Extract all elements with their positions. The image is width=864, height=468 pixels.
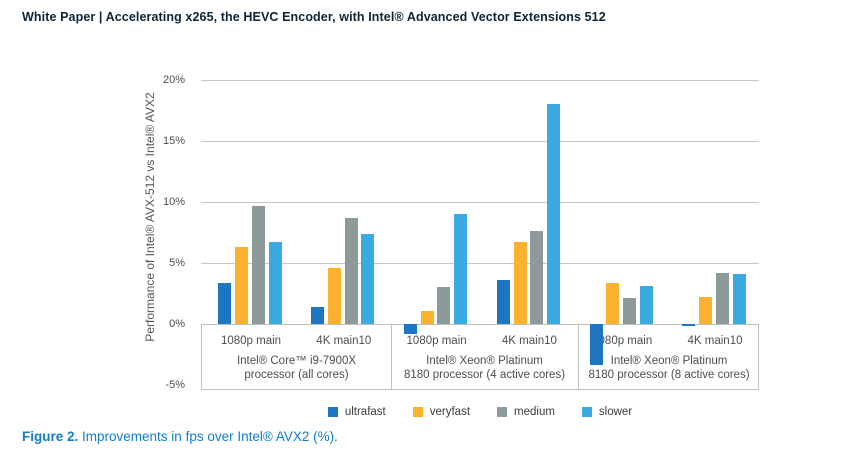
chart-legend: ultrafast veryfast medium slower	[201, 406, 759, 418]
plot-area: 1080p main 4K main10 1080p main 4K main10 10…	[201, 75, 759, 390]
bar-slower	[639, 286, 653, 324]
bar-ultrafast	[311, 306, 325, 324]
y-tick--5%: -5%	[165, 378, 185, 391]
processor-label: Intel® Xeon® Platinum 8180 processor (8 a…	[588, 355, 749, 382]
legend-swatch-medium	[497, 407, 508, 417]
bar-ultrafast	[404, 324, 418, 334]
y-tick-15%: 15%	[162, 134, 185, 147]
legend-item-medium: medium	[497, 406, 555, 418]
bar-veryfast	[420, 310, 434, 324]
legend-item-ultrafast: ultrafast	[327, 406, 386, 418]
processor-label: Intel® Xeon® Platinum 8180 processor (4 a…	[404, 355, 565, 382]
bar-slower	[361, 233, 375, 324]
gridline-10%	[201, 202, 759, 203]
y-axis-tick-labels: 20% 15% 10% 5% 0% -5%	[148, 73, 193, 391]
processor-label-line: 8180 processor (4 active cores)	[403, 368, 566, 381]
y-tick-0%: 0%	[169, 317, 185, 330]
y-tick-5%: 5%	[169, 256, 185, 269]
section-divider-2	[578, 325, 579, 389]
bar-ultrafast	[589, 324, 603, 366]
bar-veryfast	[513, 242, 527, 324]
bar-veryfast	[235, 247, 249, 324]
legend-label-ultrafast: ultrafast	[344, 406, 386, 418]
processor-label-line: Intel® Xeon® Platinum	[610, 355, 728, 367]
gridline-5%	[201, 263, 759, 264]
bar-medium	[530, 231, 544, 324]
bar-ultrafast	[496, 280, 510, 324]
figure-caption-label: Figure 2.	[22, 429, 79, 444]
processor-label-line: Intel® Core™ i9-7900X	[236, 355, 357, 367]
category-label: 4K main10	[501, 335, 557, 347]
category-label: 4K main10	[316, 335, 372, 347]
legend-swatch-veryfast	[412, 407, 423, 417]
figure-caption-text: Improvements in fps over Intel® AVX2 (%)…	[82, 429, 338, 444]
bar-medium	[623, 298, 637, 324]
legend-item-veryfast: veryfast	[412, 406, 471, 418]
document-header-title: White Paper | Accelerating x265, the HEV…	[22, 10, 606, 24]
bar-medium	[437, 287, 451, 324]
bar-ultrafast	[218, 282, 232, 324]
bar-veryfast	[699, 297, 713, 324]
category-label: 1080p main	[406, 335, 467, 347]
legend-item-slower: slower	[581, 406, 633, 418]
processor-label-line: processor (all cores)	[244, 368, 349, 381]
legend-label-medium: medium	[514, 406, 555, 418]
processor-label: Intel® Core™ i9-7900X processor (all core…	[237, 355, 356, 382]
processor-label-line: 8180 processor (8 active cores)	[588, 368, 750, 381]
legend-swatch-slower	[581, 407, 592, 417]
bar-slower	[268, 242, 282, 324]
y-tick-20%: 20%	[162, 73, 185, 86]
legend-swatch-ultrafast	[327, 407, 338, 417]
bar-slower	[454, 214, 468, 324]
bar-slower	[546, 104, 560, 324]
bar-veryfast	[327, 267, 341, 324]
legend-label-slower: slower	[598, 406, 633, 418]
bar-veryfast	[606, 282, 620, 324]
processor-label-line: Intel® Xeon® Platinum	[426, 355, 543, 367]
gridline-15%	[201, 141, 759, 142]
category-label: 4K main10	[687, 335, 743, 347]
bar-medium	[715, 272, 729, 324]
bar-ultrafast	[682, 324, 696, 327]
legend-label-veryfast: veryfast	[429, 406, 471, 418]
bar-slower	[732, 273, 746, 324]
bar-medium	[251, 205, 265, 324]
section-divider-1	[391, 325, 392, 389]
gridline-20%	[201, 80, 759, 81]
y-tick-10%: 10%	[162, 195, 185, 208]
category-label: 1080p main	[220, 335, 282, 347]
x-axis-label-box: 1080p main 4K main10 1080p main 4K main10 10…	[201, 324, 759, 390]
figure-caption: Figure 2. Improvements in fps over Intel…	[22, 429, 338, 444]
category-label: 1080p main	[592, 335, 653, 347]
bar-medium	[344, 217, 358, 324]
